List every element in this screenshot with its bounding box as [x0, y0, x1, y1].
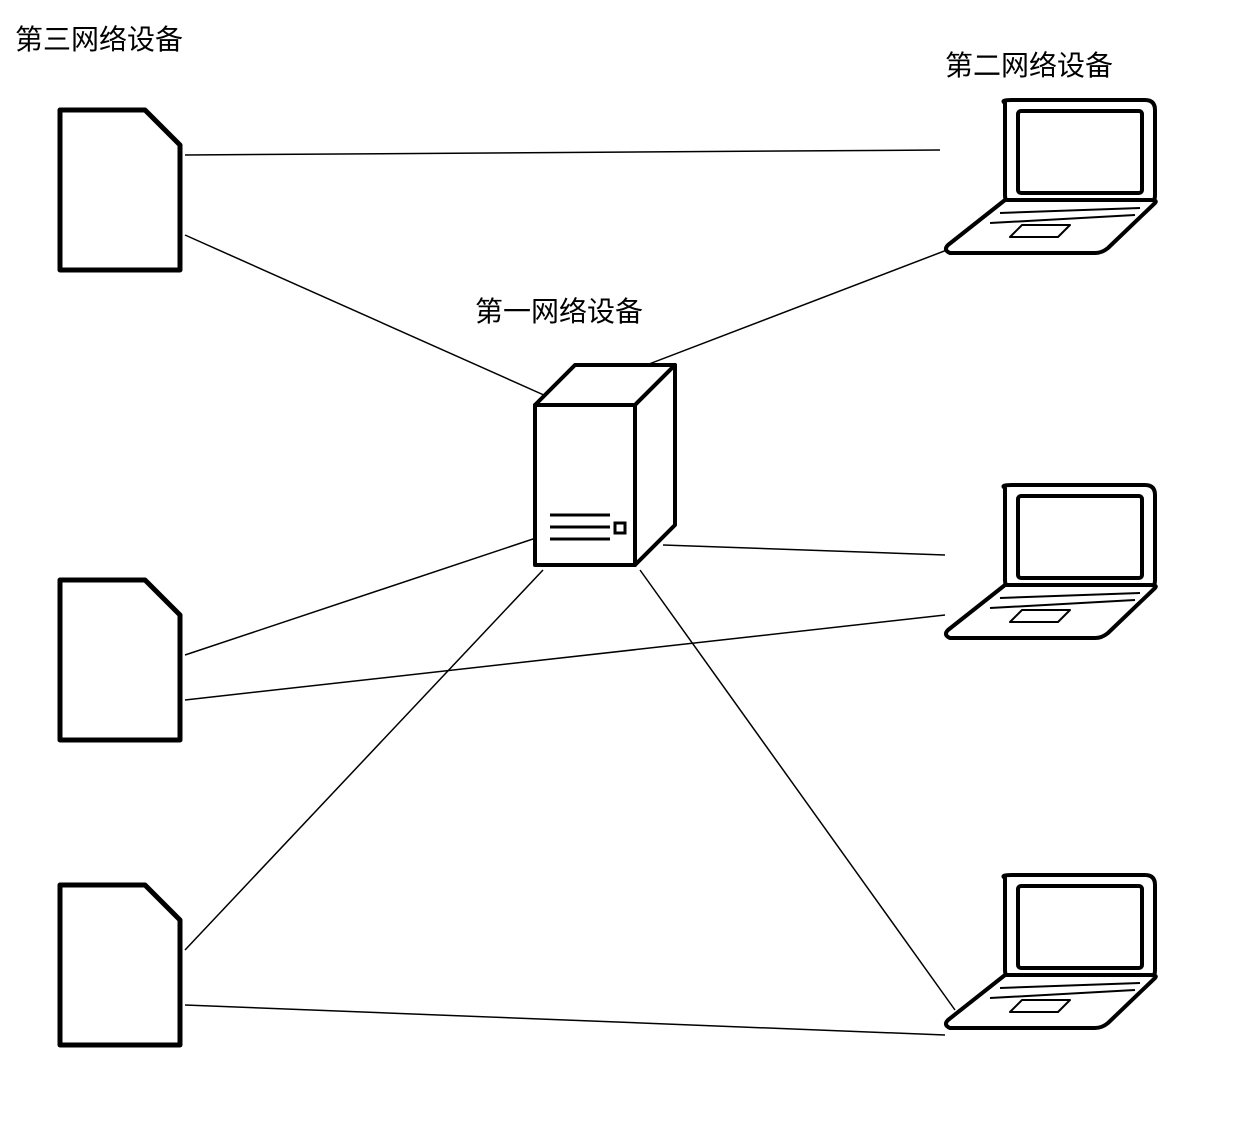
document-icon [55, 575, 185, 745]
laptop-node-1 [940, 95, 1160, 260]
document-icon [55, 105, 185, 275]
document-node-3 [55, 880, 185, 1050]
laptop-node-3 [940, 870, 1160, 1035]
document-node-2 [55, 575, 185, 745]
laptop-icon [940, 870, 1160, 1035]
label-first-device: 第一网络设备 [475, 290, 643, 330]
document-node-1 [55, 105, 185, 275]
server-icon [515, 360, 680, 570]
laptop-node-2 [940, 480, 1160, 645]
server-node [515, 360, 680, 570]
document-icon [55, 880, 185, 1050]
label-third-device: 第三网络设备 [15, 18, 183, 58]
laptop-icon [940, 95, 1160, 260]
label-second-device: 第二网络设备 [945, 44, 1113, 84]
laptop-icon [940, 480, 1160, 645]
diagram-canvas: 第三网络设备 第二网络设备 第一网络设备 [0, 0, 1240, 1127]
